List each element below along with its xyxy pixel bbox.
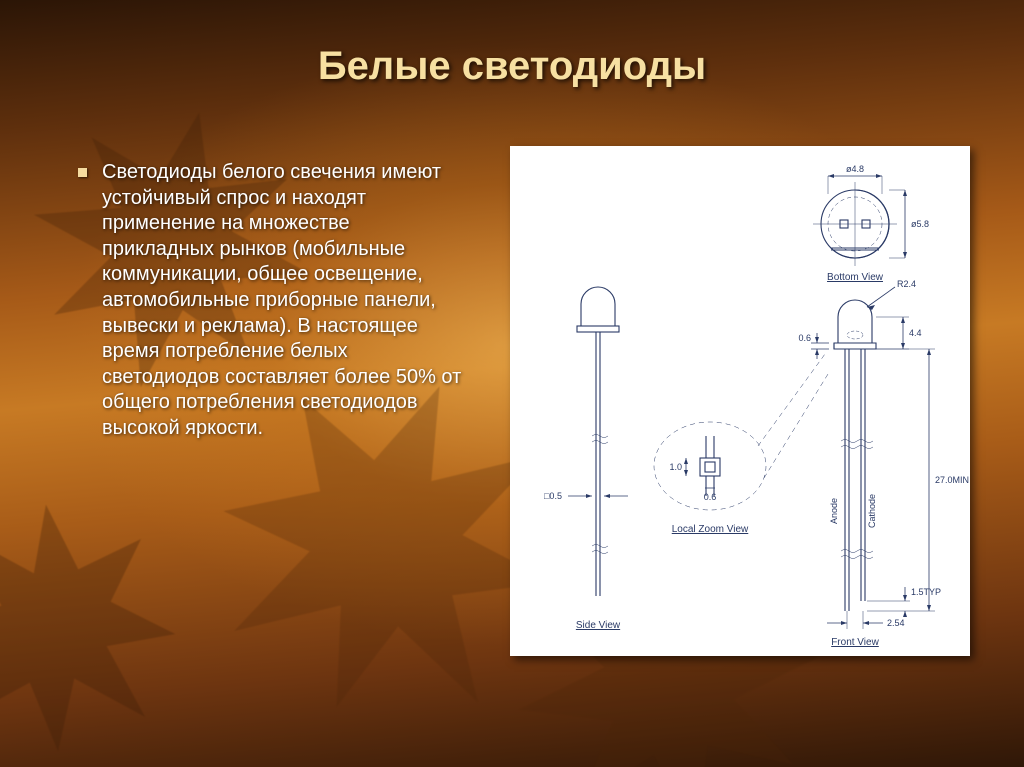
slide-title: Белые светодиоды xyxy=(0,44,1024,89)
dim-lead-square: □0.5 xyxy=(544,491,562,501)
led-diagram: ø4.8 ø5.8 Bottom View xyxy=(510,146,970,656)
dim-bottom-major: ø5.8 xyxy=(911,219,929,229)
dim-body-h: 4.4 xyxy=(909,328,922,338)
local-zoom-label: Local Zoom View xyxy=(672,524,749,535)
dim-lead-len: 27.0MIN xyxy=(935,475,969,485)
bullet-item: Светодиоды белого свечения имеют устойчи… xyxy=(74,160,464,442)
dim-flange: 0.6 xyxy=(798,333,811,343)
dim-bottom-minor: ø4.8 xyxy=(846,164,864,174)
bottom-view-label: Bottom View xyxy=(827,272,884,283)
cathode-label: Cathode xyxy=(867,494,877,528)
side-view-label: Side View xyxy=(576,620,621,631)
dim-lead-spacing: 2.54 xyxy=(887,618,905,628)
dim-zoom-h: 1.0 xyxy=(669,462,682,472)
anode-label: Anode xyxy=(829,498,839,524)
dim-radius: R2.4 xyxy=(897,279,916,289)
slide-body: Светодиоды белого свечения имеют устойчи… xyxy=(74,160,464,442)
front-view-label: Front View xyxy=(831,637,879,648)
dim-zoom-w: 0.6 xyxy=(704,492,717,502)
dim-standoff: 1.5TYP xyxy=(911,587,941,597)
slide: Белые светодиоды Светодиоды белого свече… xyxy=(0,0,1024,767)
